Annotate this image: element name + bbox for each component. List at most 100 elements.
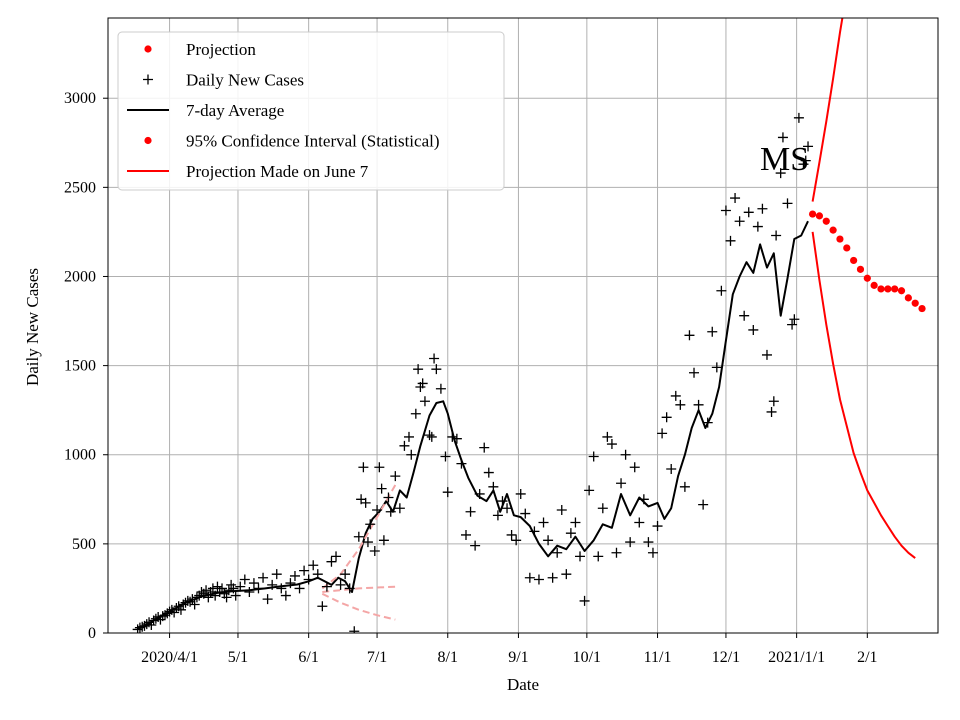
x-tick-label: 2020/4/1 (141, 649, 198, 666)
daily-new-cases-point (276, 583, 287, 594)
daily-new-cases-point (666, 464, 677, 474)
legend-label: 95% Confidence Interval (Statistical) (186, 132, 440, 151)
daily-new-cases-point (766, 406, 777, 417)
daily-new-cases-point (340, 569, 351, 580)
x-tick-label: 12/1 (712, 649, 740, 666)
daily-new-cases-point (308, 560, 319, 571)
legend-item: 7-day Average (127, 101, 284, 120)
daily-new-cases-point (171, 603, 182, 614)
x-tick-label: 2/1 (857, 649, 877, 666)
daily-new-cases-point (424, 430, 435, 441)
daily-new-cases-point (207, 583, 218, 594)
daily-new-cases-point (164, 606, 175, 617)
daily-new-cases-point (267, 579, 278, 590)
daily-new-cases-point (335, 579, 346, 590)
daily-new-cases-point (189, 599, 200, 610)
daily-new-cases-point (606, 439, 617, 450)
daily-new-cases-point (657, 428, 668, 439)
daily-new-cases-point (689, 367, 700, 378)
daily-new-cases-point (394, 503, 405, 514)
daily-new-cases-point (771, 230, 782, 241)
daily-new-cases-point (362, 537, 373, 548)
projection-point (918, 304, 926, 313)
daily-new-cases-point (533, 574, 544, 585)
daily-new-cases-point (757, 203, 768, 214)
daily-new-cases-point (575, 551, 586, 562)
daily-new-cases-point (146, 619, 157, 630)
x-tick-label: 11/1 (644, 649, 672, 666)
daily-new-cases-point (191, 592, 202, 603)
daily-new-cases-point (629, 462, 640, 473)
daily-new-cases-point (693, 399, 704, 410)
daily-new-cases-point (378, 535, 389, 546)
legend-item: Daily New Cases (143, 71, 304, 90)
daily-new-cases-point (429, 353, 440, 364)
daily-new-cases-point (317, 601, 328, 612)
daily-new-cases-point (611, 547, 622, 558)
projection-point (808, 210, 817, 218)
daily-new-cases-point (643, 537, 654, 548)
daily-new-cases-point (419, 396, 430, 407)
daily-new-cases-point (413, 364, 424, 375)
daily-new-cases-point (372, 505, 383, 515)
x-tick-label: 2021/1/1 (768, 649, 825, 666)
daily-new-cases-point (470, 540, 481, 551)
daily-new-cases-point (374, 462, 385, 473)
daily-new-cases-point (584, 485, 595, 496)
x-tick-label: 9/1 (508, 649, 528, 666)
legend-dot-marker (144, 45, 152, 53)
daily-new-cases-point (588, 451, 599, 462)
daily-new-cases-point (638, 494, 649, 505)
daily-new-cases-point (230, 590, 241, 601)
daily-new-cases-point (358, 462, 369, 473)
daily-new-cases-point (196, 587, 207, 597)
projection-point (822, 217, 830, 225)
daily-new-cases-point (479, 442, 490, 453)
daily-new-cases-point (137, 621, 148, 632)
daily-new-cases-point (212, 581, 223, 592)
daily-new-cases-point (150, 613, 161, 624)
daily-new-cases-point (634, 517, 645, 528)
daily-new-cases-point (524, 572, 535, 583)
daily-new-cases-point (483, 467, 494, 478)
daily-new-cases-point (262, 594, 273, 605)
daily-new-cases-point (248, 578, 259, 589)
y-tick-label: 3000 (64, 90, 96, 107)
x-tick-label: 7/1 (367, 649, 387, 666)
daily-new-cases-point (561, 569, 572, 580)
daily-new-cases-point (593, 551, 604, 562)
95-confidence-interval-statistical-line (811, 18, 844, 202)
projection-point (856, 265, 865, 273)
daily-new-cases-point (353, 531, 364, 542)
daily-new-cases-point (451, 433, 462, 444)
daily-new-cases-point (285, 578, 296, 589)
daily-new-cases-point (684, 330, 695, 341)
daily-new-cases-point (223, 585, 234, 596)
projection-point (870, 281, 878, 289)
daily-new-cases-point (321, 581, 332, 592)
daily-new-cases-point (280, 590, 291, 601)
daily-new-cases-point (410, 408, 421, 419)
daily-new-cases-point (777, 132, 788, 143)
daily-new-cases-point (460, 529, 471, 540)
daily-new-cases-point (360, 497, 371, 508)
daily-new-cases-point (675, 399, 686, 410)
daily-new-cases-point (258, 572, 269, 583)
daily-new-cases-point (390, 471, 401, 482)
daily-new-cases-point (465, 506, 476, 517)
legend-label: Projection Made on June 7 (186, 162, 369, 181)
daily-new-cases-point (793, 112, 804, 123)
daily-new-cases-point (602, 431, 613, 442)
daily-new-cases-point (515, 488, 526, 499)
daily-new-cases-point (565, 528, 576, 539)
projection-point (836, 235, 844, 243)
daily-new-cases-point (520, 508, 531, 519)
y-axis-label: Daily New Cases (23, 268, 42, 386)
daily-new-cases-point (511, 535, 522, 546)
daily-new-cases-point (447, 431, 458, 442)
daily-new-cases-point (217, 583, 228, 594)
daily-new-cases-point (221, 592, 232, 603)
daily-new-cases-point (730, 193, 741, 204)
daily-new-cases-point (552, 547, 563, 558)
